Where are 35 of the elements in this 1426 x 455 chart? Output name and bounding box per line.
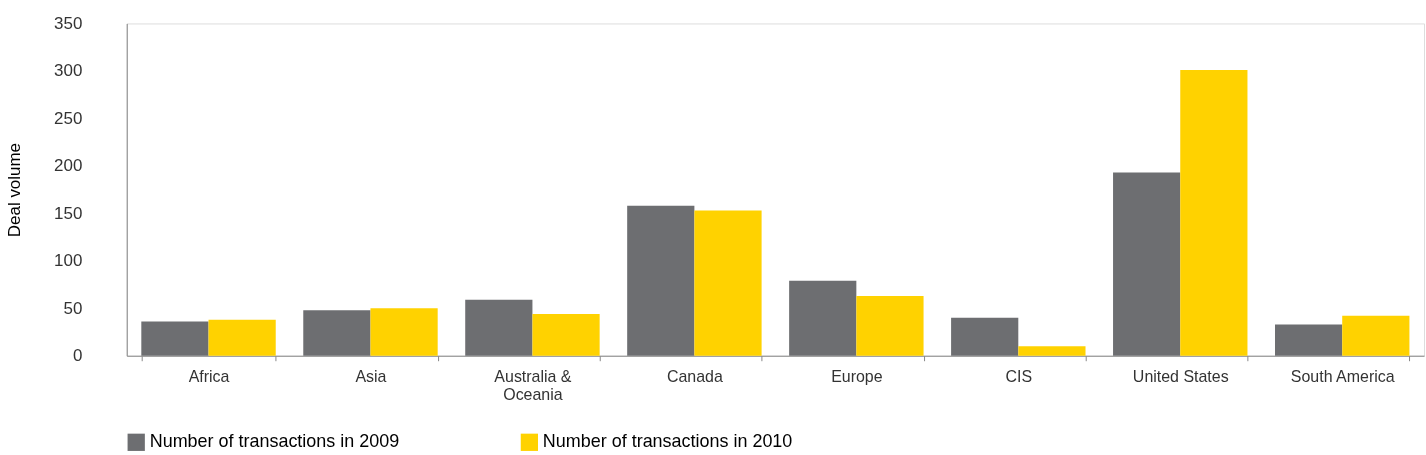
bar — [1018, 346, 1086, 356]
y-tick-label: 300 — [54, 61, 83, 81]
bar — [532, 313, 600, 356]
bar — [1275, 324, 1343, 356]
bar — [627, 205, 695, 356]
bar — [141, 321, 209, 356]
y-tick-label: 350 — [54, 13, 83, 33]
bar — [694, 210, 762, 356]
bar — [789, 280, 857, 356]
x-tick-label: South America — [1290, 368, 1395, 386]
x-tick-label: United States — [1132, 368, 1229, 386]
y-tick-label: 150 — [54, 203, 83, 223]
legend-label: Number of transactions in 2009 — [149, 431, 400, 452]
bar — [465, 299, 533, 356]
bar — [951, 317, 1019, 356]
bar — [856, 295, 924, 356]
x-tick-label: Canada — [666, 368, 723, 386]
legend-label: Number of transactions in 2010 — [542, 431, 793, 452]
y-tick-label: 50 — [63, 298, 83, 318]
y-tick-label: 200 — [54, 156, 83, 176]
x-tick-label: CIS — [1005, 368, 1033, 386]
y-tick-label: 250 — [54, 108, 83, 128]
x-tick-label: Europe — [831, 368, 883, 386]
x-tick-label: Australia & Oceania — [494, 368, 572, 404]
bar — [303, 310, 371, 356]
bar — [208, 319, 276, 356]
y-axis-title: Deal volume — [5, 142, 25, 238]
bar — [1113, 172, 1181, 356]
bar — [370, 308, 438, 356]
bar — [1342, 315, 1410, 356]
y-tick-label: 100 — [54, 251, 83, 271]
x-tick-label: Asia — [355, 368, 387, 386]
bar — [1180, 69, 1248, 356]
x-tick-label: Africa — [188, 368, 230, 386]
y-tick-label: 0 — [72, 346, 83, 366]
